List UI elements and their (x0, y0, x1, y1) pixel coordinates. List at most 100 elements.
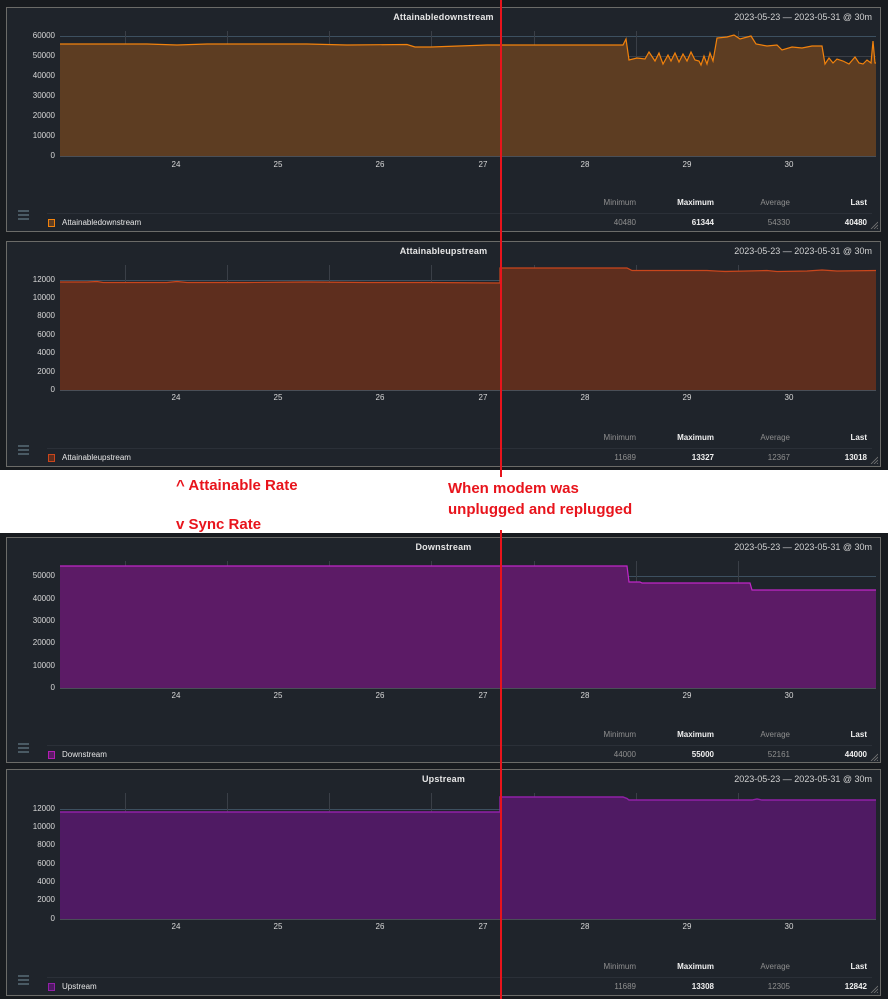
legend-color-swatch[interactable] (48, 983, 55, 991)
legend-series-name[interactable]: Attainableupstream (62, 453, 131, 462)
legend-color-swatch[interactable] (48, 454, 55, 462)
resize-handle-icon[interactable] (870, 753, 878, 761)
panel-attainable-downstream: Attainabledownstream 2023-05-23 — 2023-0… (6, 7, 881, 232)
legend-header-last[interactable]: Last (850, 962, 867, 971)
x-tick: 27 (478, 691, 488, 700)
legend-header-min[interactable]: Minimum (603, 433, 636, 442)
chart-plot-area[interactable] (7, 8, 882, 178)
legend-header-min[interactable]: Minimum (603, 198, 636, 207)
x-tick: 29 (682, 393, 692, 402)
resize-handle-icon[interactable] (870, 221, 878, 229)
x-tick: 24 (171, 160, 181, 169)
legend-color-swatch[interactable] (48, 219, 55, 227)
legend-divider (47, 977, 872, 978)
panel-title: Attainableupstream (399, 246, 488, 256)
legend-last-value: 44000 (844, 750, 867, 759)
legend-header-last[interactable]: Last (850, 198, 867, 207)
y-tick: 4000 (37, 877, 55, 886)
legend-header-last[interactable]: Last (850, 433, 867, 442)
legend-avg-value: 12367 (767, 453, 790, 462)
time-range[interactable]: 2023-05-23 — 2023-05-31 @ 30m (734, 542, 872, 552)
legend-header-avg[interactable]: Average (760, 730, 790, 739)
x-tick: 24 (171, 393, 181, 402)
legend-series-name[interactable]: Upstream (62, 982, 97, 991)
legend-header-avg[interactable]: Average (760, 198, 790, 207)
resize-handle-icon[interactable] (870, 985, 878, 993)
legend-avg-value: 12305 (767, 982, 790, 991)
x-tick: 29 (682, 922, 692, 931)
hamburger-menu-icon[interactable] (18, 445, 29, 457)
legend-avg-value: 52161 (767, 750, 790, 759)
y-tick: 20000 (32, 111, 55, 120)
legend-header-last[interactable]: Last (850, 730, 867, 739)
legend-max-value: 55000 (691, 750, 714, 759)
x-tick: 26 (375, 922, 385, 931)
y-tick: 0 (50, 914, 55, 923)
x-tick: 28 (580, 922, 590, 931)
time-range[interactable]: 2023-05-23 — 2023-05-31 @ 30m (734, 774, 872, 784)
legend-avg-value: 54330 (767, 218, 790, 227)
legend-color-swatch[interactable] (48, 751, 55, 759)
legend-header-min[interactable]: Minimum (603, 962, 636, 971)
y-tick: 50000 (32, 51, 55, 60)
chart-plot-area[interactable] (7, 242, 882, 412)
chart-plot-area[interactable] (7, 770, 882, 940)
y-tick: 40000 (32, 71, 55, 80)
time-range[interactable]: 2023-05-23 — 2023-05-31 @ 30m (734, 12, 872, 22)
panel-attainable-upstream: Attainableupstream 2023-05-23 — 2023-05-… (6, 241, 881, 467)
event-marker-line-top (500, 0, 502, 477)
y-tick: 2000 (37, 367, 55, 376)
x-tick: 30 (784, 691, 794, 700)
x-tick: 25 (273, 393, 283, 402)
y-tick: 20000 (32, 638, 55, 647)
resize-handle-icon[interactable] (870, 456, 878, 464)
x-tick: 28 (580, 160, 590, 169)
hamburger-menu-icon[interactable] (18, 743, 29, 755)
x-tick: 27 (478, 922, 488, 931)
legend-header-max[interactable]: Maximum (677, 433, 714, 442)
hamburger-menu-icon[interactable] (18, 210, 29, 222)
y-tick: 10000 (32, 822, 55, 831)
x-tick: 29 (682, 160, 692, 169)
y-tick: 10000 (32, 661, 55, 670)
legend-max-value: 13308 (691, 982, 714, 991)
x-tick: 30 (784, 922, 794, 931)
y-tick: 0 (50, 385, 55, 394)
legend-last-value: 12842 (844, 982, 867, 991)
event-marker-line-bottom (500, 530, 502, 999)
legend-header-min[interactable]: Minimum (603, 730, 636, 739)
legend-max-value: 61344 (691, 218, 714, 227)
y-tick: 12000 (32, 804, 55, 813)
x-tick: 25 (273, 922, 283, 931)
legend-header-avg[interactable]: Average (760, 962, 790, 971)
x-tick: 26 (375, 691, 385, 700)
y-tick: 8000 (37, 311, 55, 320)
x-tick: 29 (682, 691, 692, 700)
x-tick: 30 (784, 393, 794, 402)
y-tick: 8000 (37, 840, 55, 849)
legend-min-value: 44000 (613, 750, 636, 759)
x-tick: 27 (478, 160, 488, 169)
legend-divider (47, 213, 872, 214)
legend-last-value: 40480 (844, 218, 867, 227)
y-tick: 4000 (37, 348, 55, 357)
hamburger-menu-icon[interactable] (18, 975, 29, 987)
legend-header-max[interactable]: Maximum (677, 962, 714, 971)
annotation-attainable-rate: ^ Attainable Rate (176, 477, 298, 494)
y-tick: 6000 (37, 330, 55, 339)
legend-series-name[interactable]: Downstream (62, 750, 107, 759)
legend-header-avg[interactable]: Average (760, 433, 790, 442)
legend-series-name[interactable]: Attainabledownstream (62, 218, 142, 227)
x-tick: 24 (171, 922, 181, 931)
time-range[interactable]: 2023-05-23 — 2023-05-31 @ 30m (734, 246, 872, 256)
chart-plot-area[interactable] (7, 538, 882, 708)
x-tick: 25 (273, 160, 283, 169)
panel-title: Downstream (415, 542, 472, 552)
y-tick: 2000 (37, 895, 55, 904)
x-tick: 28 (580, 393, 590, 402)
legend-header-max[interactable]: Maximum (677, 198, 714, 207)
legend-header-max[interactable]: Maximum (677, 730, 714, 739)
y-tick: 50000 (32, 571, 55, 580)
y-tick: 0 (50, 151, 55, 160)
panel-upstream: Upstream 2023-05-23 — 2023-05-31 @ 30m 1… (6, 769, 881, 996)
